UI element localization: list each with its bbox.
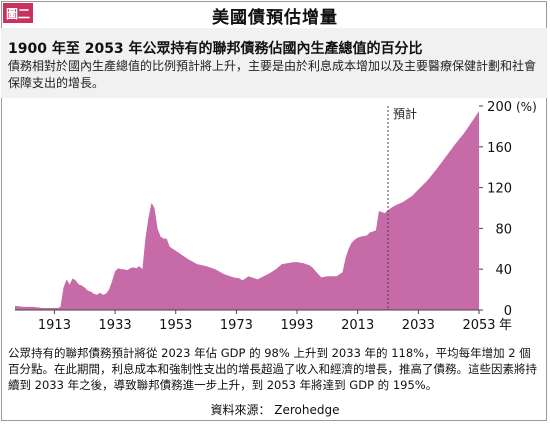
y-tick-label: 0 <box>504 304 512 319</box>
projection-label: 預計 <box>393 106 417 121</box>
x-tick-label: 2033 <box>402 318 435 333</box>
chart-subtitle: 1900 年至 2053 年公眾持有的聯邦債務佔國內生產總值的百分比 <box>8 41 423 57</box>
y-axis-unit: (%) <box>516 100 537 114</box>
x-tick-label: 2013 <box>341 318 374 333</box>
y-tick-label: 80 <box>495 222 512 237</box>
y-tick-label: 200 <box>487 100 512 115</box>
x-tick-label: 1953 <box>159 318 192 333</box>
x-tick-label: 1933 <box>99 318 132 333</box>
y-tick-label: 160 <box>487 141 512 156</box>
footer-note: 公眾持有的聯邦債務預計將從 2023 年佔 GDP 的 98% 上升到 2033… <box>8 346 537 392</box>
chart-description: 債務相對於國內生產總值的比例預計將上升，主要是由於利息成本增加以及主要醫療保健計… <box>8 59 537 90</box>
x-tick-label: 1913 <box>38 318 71 333</box>
header-band <box>1 28 547 98</box>
figure-badge: 圖二 <box>3 3 33 23</box>
figure-title: 美國債預估增量 <box>212 8 338 28</box>
y-tick-label: 120 <box>487 182 512 197</box>
x-axis-unit: 年 <box>499 318 512 333</box>
source-credit: 資料來源： Zerohedge <box>210 403 340 417</box>
x-tick-label: 1973 <box>220 318 253 333</box>
x-tick-label: 2053 <box>462 318 495 333</box>
y-tick-label: 40 <box>495 263 512 278</box>
x-tick-label: 1993 <box>280 318 313 333</box>
debt-area-series <box>15 111 479 310</box>
